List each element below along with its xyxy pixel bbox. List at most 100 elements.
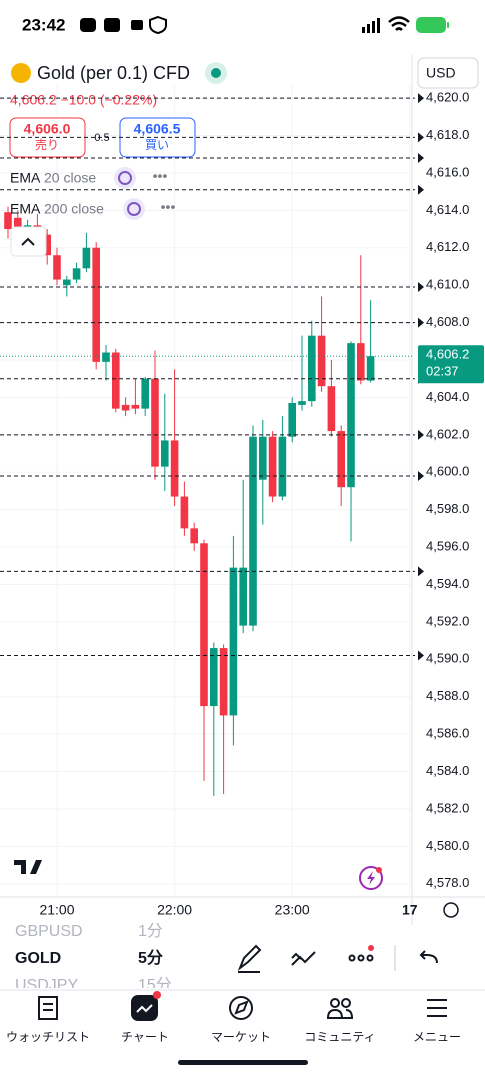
y-tick-label: 4,582.0 (426, 800, 469, 815)
indicator-menu[interactable]: ••• (153, 168, 168, 184)
price-line-marker (418, 93, 424, 104)
candle-body (161, 440, 169, 467)
candle-body (131, 404, 140, 409)
last-price-box (418, 345, 484, 384)
candle-body (259, 436, 267, 480)
interval-option[interactable]: 15分 (138, 976, 172, 994)
candle-body (357, 343, 365, 381)
nav-label[interactable]: コミュニティ (304, 1030, 375, 1044)
symbol-logo (11, 63, 31, 83)
candle-body (317, 335, 326, 387)
tv-logo (14, 860, 42, 874)
candle-body (288, 403, 296, 437)
settings-icon[interactable] (443, 902, 459, 918)
y-tick-label: 4,598.0 (426, 501, 469, 516)
y-tick-label: 4,594.0 (426, 576, 469, 591)
candle-body (72, 268, 81, 280)
symbol-option[interactable]: USDJPY (15, 977, 78, 994)
y-tick-label: 4,584.0 (426, 763, 469, 778)
x-tick-label: 22:00 (157, 902, 192, 918)
interval-option[interactable]: 5分 (138, 949, 163, 967)
candle-body (210, 648, 218, 707)
price-line-marker (418, 317, 424, 328)
price-line-marker (418, 184, 424, 195)
symbol-option[interactable]: GBPUSD (15, 923, 83, 940)
candle-body (63, 279, 71, 286)
y-tick-label: 4,610.0 (426, 277, 469, 292)
y-tick-label: 4,608.0 (426, 314, 469, 329)
indicator-name[interactable]: EMA (10, 201, 41, 217)
y-tick-label: 4,578.0 (426, 875, 469, 890)
indicator-icon[interactable] (114, 167, 136, 189)
nav-label[interactable]: チャート (121, 1030, 169, 1044)
nav-label[interactable]: メニュー (413, 1030, 461, 1044)
candle-body (53, 255, 61, 280)
price-line-marker (418, 132, 424, 143)
indicator-params[interactable]: 200 close (44, 201, 104, 217)
interval-option[interactable]: 1分 (138, 922, 163, 940)
price-line-marker (418, 282, 424, 293)
candle-body (112, 352, 120, 409)
sell-price[interactable]: 4,606.0 (24, 121, 71, 137)
market-status-dot (211, 68, 221, 78)
status-icons (80, 15, 449, 35)
candle-body (141, 378, 149, 409)
y-tick-label: 4,616.0 (426, 164, 469, 179)
candle-body (151, 378, 159, 467)
candle-body (200, 543, 208, 707)
toolbar-icons[interactable] (237, 944, 438, 973)
y-tick-label: 4,592.0 (426, 613, 469, 628)
indicator-name[interactable]: EMA (10, 170, 41, 186)
plot (0, 85, 412, 895)
indicator-icon[interactable] (123, 198, 145, 220)
candle-body (4, 212, 12, 230)
y-tick-label: 4,612.0 (426, 239, 469, 254)
currency[interactable]: USD (426, 65, 456, 81)
currency-box[interactable] (417, 57, 479, 89)
buy-label[interactable]: 買い (145, 138, 169, 152)
candle-body (229, 567, 238, 716)
y-tick-label: 4,602.0 (426, 426, 469, 441)
y-tick-label: 4,580.0 (426, 838, 469, 853)
y-tick-label: 4,586.0 (426, 726, 469, 741)
price-line-marker (418, 152, 424, 163)
nav-label[interactable]: マーケット (211, 1030, 271, 1044)
indicator-params[interactable]: 20 close (44, 170, 96, 186)
candle-body (268, 436, 277, 497)
spread: 0.5 (94, 132, 109, 144)
candle-body (190, 528, 198, 544)
candle-body (327, 386, 336, 432)
candle-body (170, 440, 179, 497)
candle-body (82, 247, 91, 269)
y-tick-label: 4,614.0 (426, 202, 469, 217)
x-tick-label: 17 (402, 902, 418, 918)
indicator-menu[interactable]: ••• (161, 199, 176, 215)
buy-price[interactable]: 4,606.5 (134, 121, 181, 137)
price-line-marker (418, 429, 424, 440)
candle-body (180, 496, 189, 529)
price-line-marker (418, 650, 424, 661)
collapse-button[interactable] (10, 226, 47, 257)
nav-icons[interactable] (38, 996, 447, 1020)
nav-label[interactable]: ウォッチリスト (6, 1030, 90, 1044)
y-tick-label: 4,600.0 (426, 464, 469, 479)
price-line-marker (418, 470, 424, 481)
x-tick-label: 21:00 (39, 902, 74, 918)
candle-body (337, 431, 345, 488)
symbol-name[interactable]: Gold (per 0.1) CFD (37, 63, 190, 83)
nav-chart-icon[interactable] (131, 995, 158, 1021)
sell-label[interactable]: 売り (35, 137, 59, 152)
y-tick-label: 4,596.0 (426, 538, 469, 553)
y-tick-label: 4,588.0 (426, 688, 469, 703)
symbol-option[interactable]: GOLD (15, 950, 61, 967)
candle-body (121, 404, 130, 411)
price-line-marker (418, 566, 424, 577)
candle-body (239, 567, 247, 626)
y-tick-label: 4,620.0 (426, 90, 469, 105)
candle-body (278, 436, 287, 497)
candle-body (43, 234, 51, 256)
last-price-label: 4,606.2 (426, 347, 469, 362)
quote: 4,606.2 −10.0 (−0.22%) (10, 92, 157, 108)
